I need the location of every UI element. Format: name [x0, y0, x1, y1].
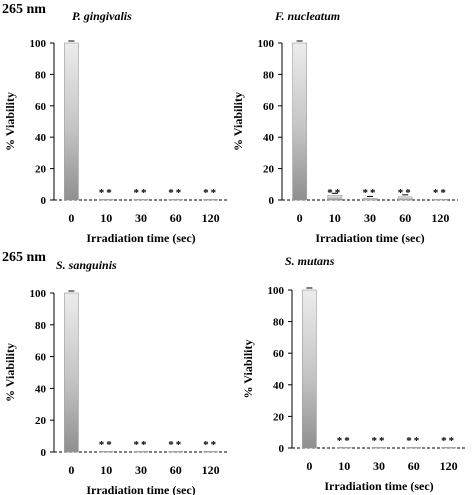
- chart-title: S. mutans: [285, 254, 335, 268]
- chart-panel: S. sanguinis 0 20 40 60 80 100 % Viability 0 ** 10…: [3, 258, 228, 495]
- wavelength-label-top: 265 nm: [2, 2, 46, 17]
- bar: [302, 289, 317, 449]
- x-tick-label: 60: [170, 211, 182, 225]
- significance-label: **: [433, 187, 448, 199]
- significance-label: **: [168, 187, 183, 199]
- y-tick-label: 40: [263, 132, 275, 144]
- significance-label: **: [327, 187, 342, 199]
- y-tick-label: 40: [35, 383, 47, 395]
- y-tick-label: 20: [273, 411, 285, 423]
- bar: [168, 451, 184, 453]
- significance-label: **: [168, 439, 183, 451]
- x-tick-label: 10: [329, 211, 341, 225]
- bar: [441, 447, 456, 449]
- y-tick-label: 60: [35, 352, 47, 364]
- bar: [362, 198, 378, 201]
- bar: [327, 194, 343, 201]
- significance-label: **: [134, 439, 149, 451]
- bar: [397, 196, 413, 201]
- y-tick-label: 80: [263, 69, 275, 81]
- x-tick-label: 30: [373, 459, 385, 473]
- x-tick-label: 120: [431, 211, 449, 225]
- bar: [64, 292, 79, 453]
- y-tick-label: 60: [273, 348, 285, 360]
- y-tick-label: 40: [273, 380, 285, 392]
- y-tick-label: 0: [41, 447, 47, 459]
- x-tick-label: 120: [202, 463, 220, 477]
- x-tick-label: 0: [68, 463, 74, 477]
- y-axis-label: % Viability: [231, 92, 245, 151]
- y-tick-label: 100: [268, 285, 285, 297]
- y-tick-label: 60: [263, 101, 275, 113]
- significance-label: **: [203, 187, 218, 199]
- y-tick-label: 60: [35, 101, 47, 113]
- x-tick-label: 0: [68, 211, 74, 225]
- x-tick-label: 0: [306, 459, 312, 473]
- x-axis-label: Irradiation time (sec): [315, 231, 424, 245]
- bar: [203, 199, 218, 201]
- y-tick-label: 0: [279, 443, 285, 455]
- y-axis-label: % Viability: [241, 339, 255, 398]
- significance-label: **: [372, 435, 387, 447]
- y-tick-label: 80: [35, 69, 47, 81]
- significance-label: **: [398, 187, 413, 199]
- y-axis-label: % Viability: [3, 343, 17, 402]
- x-tick-label: 60: [399, 211, 411, 225]
- chart-panel: P. gingivalis 0 20 40 60 80 100 % Viability 0 ** 1…: [3, 9, 228, 245]
- significance-label: **: [406, 435, 421, 447]
- x-tick-label: 30: [135, 211, 147, 225]
- chart-title: S. sanguinis: [56, 258, 117, 272]
- x-tick-label: 30: [364, 211, 376, 225]
- x-tick-label: 60: [170, 463, 182, 477]
- y-tick-label: 20: [35, 164, 47, 176]
- x-axis-label: Irradiation time (sec): [324, 479, 433, 493]
- y-tick-label: 0: [269, 195, 275, 207]
- x-tick-label: 60: [408, 459, 420, 473]
- x-tick-label: 120: [440, 459, 458, 473]
- bar: [98, 199, 114, 201]
- significance-label: **: [441, 435, 456, 447]
- chart-panel: S. mutans 0 20 40 60 80 100 % Viability 0 ** 10 ** 3…: [241, 254, 466, 493]
- y-tick-label: 20: [35, 415, 47, 427]
- x-tick-label: 10: [100, 211, 112, 225]
- x-tick-label: 10: [100, 463, 112, 477]
- x-tick-label: 120: [202, 211, 220, 225]
- y-tick-label: 100: [30, 288, 47, 300]
- bar: [168, 199, 184, 201]
- bar: [203, 451, 218, 453]
- x-axis-label: Irradiation time (sec): [86, 231, 195, 245]
- significance-label: **: [337, 435, 352, 447]
- y-tick-label: 80: [273, 317, 285, 329]
- significance-label: **: [99, 439, 114, 451]
- bar: [406, 447, 422, 449]
- y-tick-label: 80: [35, 320, 47, 332]
- significance-label: **: [203, 439, 218, 451]
- bar: [98, 451, 114, 453]
- chart-title: F. nucleatum: [274, 9, 340, 23]
- bar: [292, 42, 307, 201]
- significance-label: **: [134, 187, 149, 199]
- y-axis-label: % Viability: [3, 92, 17, 151]
- bar: [133, 199, 149, 201]
- x-tick-label: 30: [135, 463, 147, 477]
- bar: [133, 451, 149, 453]
- bar: [64, 42, 79, 201]
- significance-label: **: [99, 187, 114, 199]
- x-axis-label: Irradiation time (sec): [86, 483, 195, 495]
- chart-panel: F. nucleatum 0 20 40 60 80 100 % Viability 0 ** 10…: [231, 9, 458, 245]
- x-tick-label: 10: [338, 459, 350, 473]
- bar: [371, 447, 387, 449]
- y-tick-label: 100: [258, 38, 275, 50]
- y-tick-label: 20: [263, 164, 275, 176]
- bar: [433, 199, 448, 201]
- chart-title: P. gingivalis: [72, 9, 132, 23]
- y-tick-label: 100: [30, 38, 47, 50]
- bar: [336, 447, 352, 449]
- y-tick-label: 40: [35, 132, 47, 144]
- significance-label: **: [363, 187, 378, 199]
- x-tick-label: 0: [297, 211, 303, 225]
- wavelength-label-bottom: 265 nm: [2, 250, 46, 265]
- y-tick-label: 0: [41, 195, 47, 207]
